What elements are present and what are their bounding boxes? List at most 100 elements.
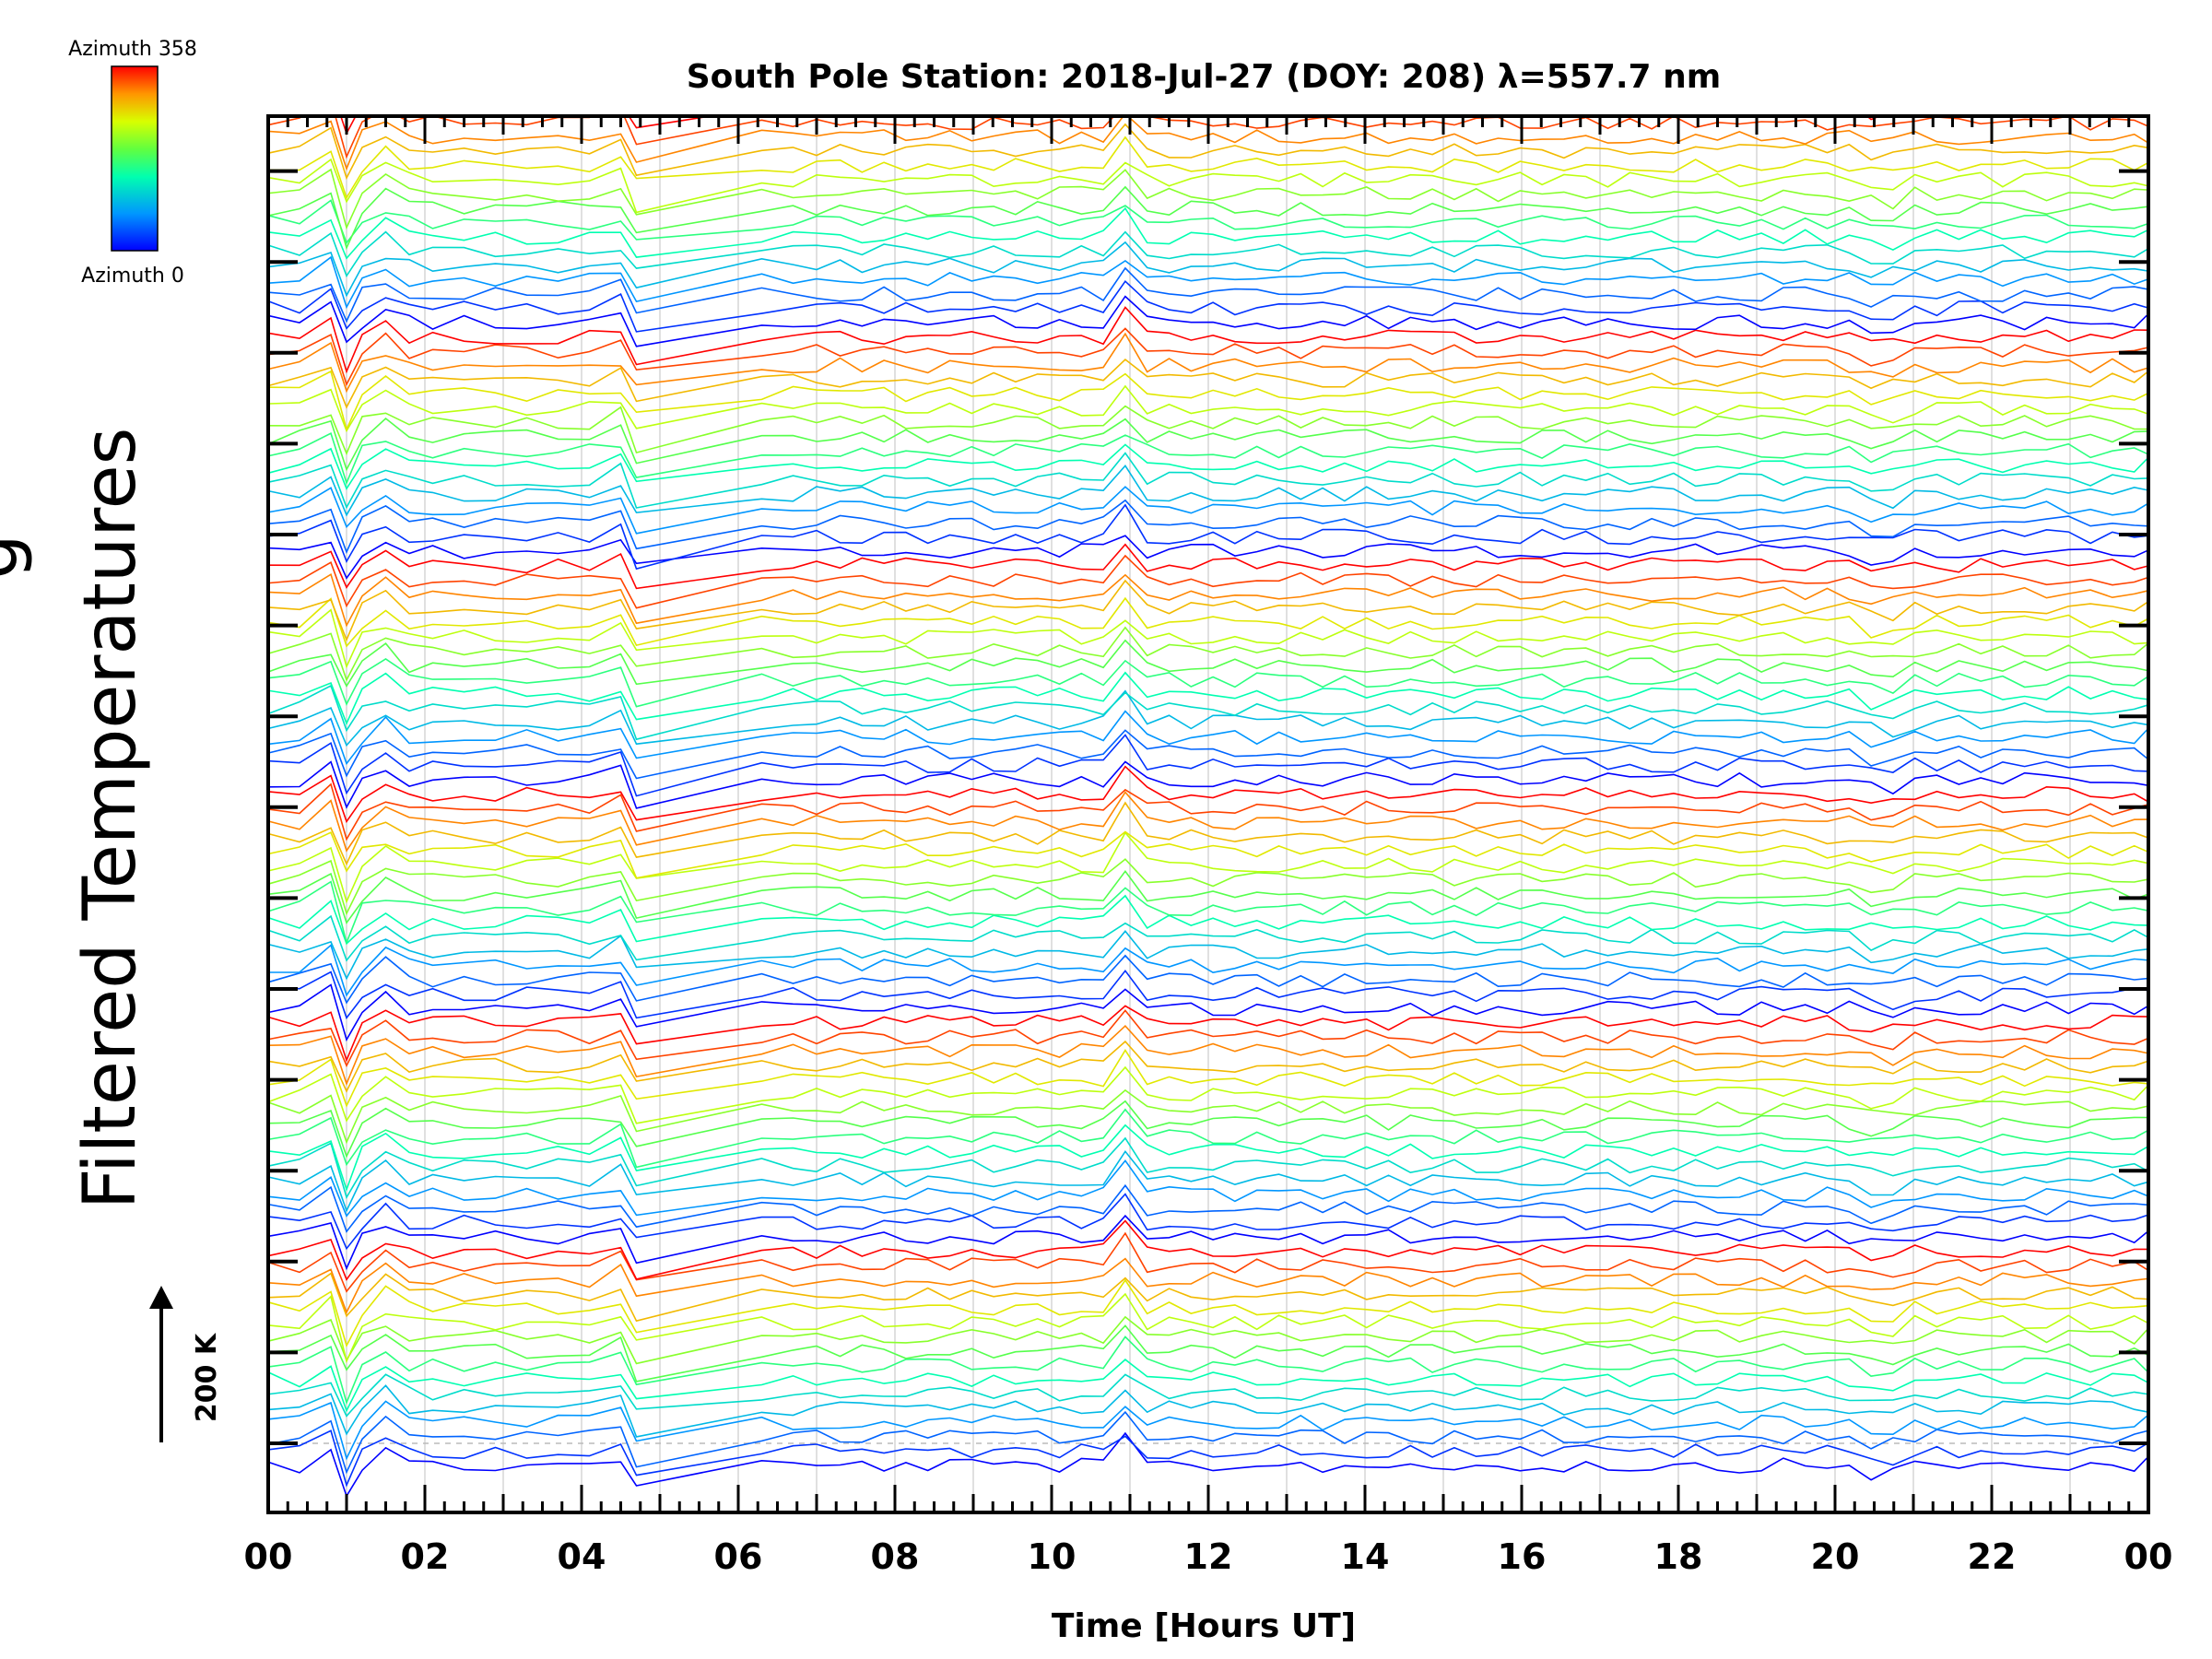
series-line (269, 443, 2147, 490)
series-line (269, 1257, 2147, 1314)
series-line (269, 596, 2147, 648)
series-line (269, 983, 2147, 1042)
series-line (269, 1183, 2147, 1233)
series-line (269, 1410, 2147, 1475)
series-line (269, 199, 2147, 245)
series-group (269, 116, 2147, 1499)
series-line (269, 1088, 2147, 1145)
x-tick-label: 16 (1498, 1536, 1547, 1577)
series-line (269, 760, 2147, 809)
series-line (269, 1431, 2147, 1499)
series-line (269, 1193, 2147, 1251)
series-line (269, 801, 2147, 866)
colorbar-bottom-label: Azimuth 0 (81, 265, 184, 288)
x-tick-labels: 00 02 04 06 08 10 12 14 16 18 20 22 00 (244, 1536, 2173, 1577)
series-line (269, 1430, 2147, 1488)
series-line (269, 206, 2147, 260)
series-line (269, 1278, 2147, 1348)
series-line (269, 944, 2147, 997)
series-line (269, 626, 2147, 682)
x-tick-label: 08 (871, 1536, 920, 1577)
series-line (269, 880, 2147, 946)
series-line (269, 1384, 2147, 1438)
series-line (269, 230, 2147, 278)
series-line (269, 831, 2147, 904)
series-line (269, 830, 2147, 879)
series-line (269, 1324, 2147, 1382)
series-line (269, 431, 2147, 486)
series-line (269, 914, 2147, 962)
x-tick-label: 06 (714, 1536, 763, 1577)
axes (266, 114, 2150, 1514)
series-line (269, 689, 2147, 747)
series-line (269, 499, 2147, 555)
series-line (269, 452, 2147, 510)
series-line (269, 1400, 2147, 1461)
series-line (269, 1219, 2147, 1281)
x-tick-label: 12 (1184, 1536, 1233, 1577)
x-tick-label: 02 (401, 1536, 450, 1577)
series-line (269, 405, 2147, 456)
series-line (269, 1005, 2147, 1063)
series-line (269, 417, 2147, 472)
series-line (269, 279, 2147, 333)
x-tick-label: 00 (244, 1536, 293, 1577)
series-line (269, 158, 2147, 214)
series-line (269, 327, 2147, 387)
series-line (269, 869, 2147, 924)
scale-bar-label: 200 K (191, 1332, 223, 1422)
series-line (269, 168, 2147, 230)
series-line (269, 734, 2147, 797)
scale-bar: 200 K (149, 1286, 223, 1442)
series-line (269, 503, 2147, 571)
series-line (269, 116, 2147, 159)
series-line (269, 1335, 2147, 1406)
series-line (269, 1231, 2147, 1293)
series-line (269, 729, 2147, 780)
series-line (269, 579, 2147, 642)
x-tick-label: 14 (1341, 1536, 1390, 1577)
series-line (269, 486, 2147, 535)
series-line (269, 1315, 2147, 1365)
series-line (269, 1272, 2147, 1323)
series-line (269, 658, 2147, 708)
y-axis-label-clipped: g (0, 534, 34, 580)
series-line (339, 116, 1882, 135)
colorbar-top-label: Azimuth 358 (68, 38, 197, 61)
series-line (269, 1009, 2147, 1068)
series-line (269, 1024, 2147, 1087)
series-line (269, 1149, 2147, 1213)
colorbar: Azimuth 358 Azimuth 0 (68, 38, 197, 288)
series-line (269, 1292, 2147, 1364)
series-line (269, 684, 2147, 741)
y-axis-label: Filtered Temperatures (69, 428, 152, 1209)
series-line (269, 266, 2147, 324)
series-line (269, 1040, 2147, 1093)
x-tick-label: 04 (558, 1536, 606, 1577)
series-line (269, 135, 2147, 200)
series-line (269, 710, 2147, 766)
series-line (269, 306, 2147, 374)
series-line (269, 535, 2147, 580)
x-axis-label: Time [Hours UT] (1052, 1607, 1356, 1645)
series-line (269, 639, 2147, 688)
x-tick-label: 22 (1968, 1536, 2017, 1577)
series-line (269, 954, 2147, 1005)
series-line (269, 782, 2147, 841)
series-line (269, 543, 2147, 590)
series-line (269, 1359, 2147, 1413)
series-line (269, 572, 2147, 628)
series-line (269, 384, 2147, 433)
scale-bar-arrowhead (149, 1286, 173, 1309)
series-line (269, 969, 2147, 1020)
series-line (269, 1159, 2147, 1218)
series-line (269, 765, 2147, 824)
chart-title: South Pole Station: 2018-Jul-27 (DOY: 20… (687, 58, 1722, 96)
series-line (269, 1108, 2147, 1169)
series-line (269, 1048, 2147, 1108)
series-line (269, 116, 2147, 171)
x-tick-label: 10 (1028, 1536, 1077, 1577)
series-line (269, 1100, 2147, 1159)
series-line (269, 123, 2147, 181)
